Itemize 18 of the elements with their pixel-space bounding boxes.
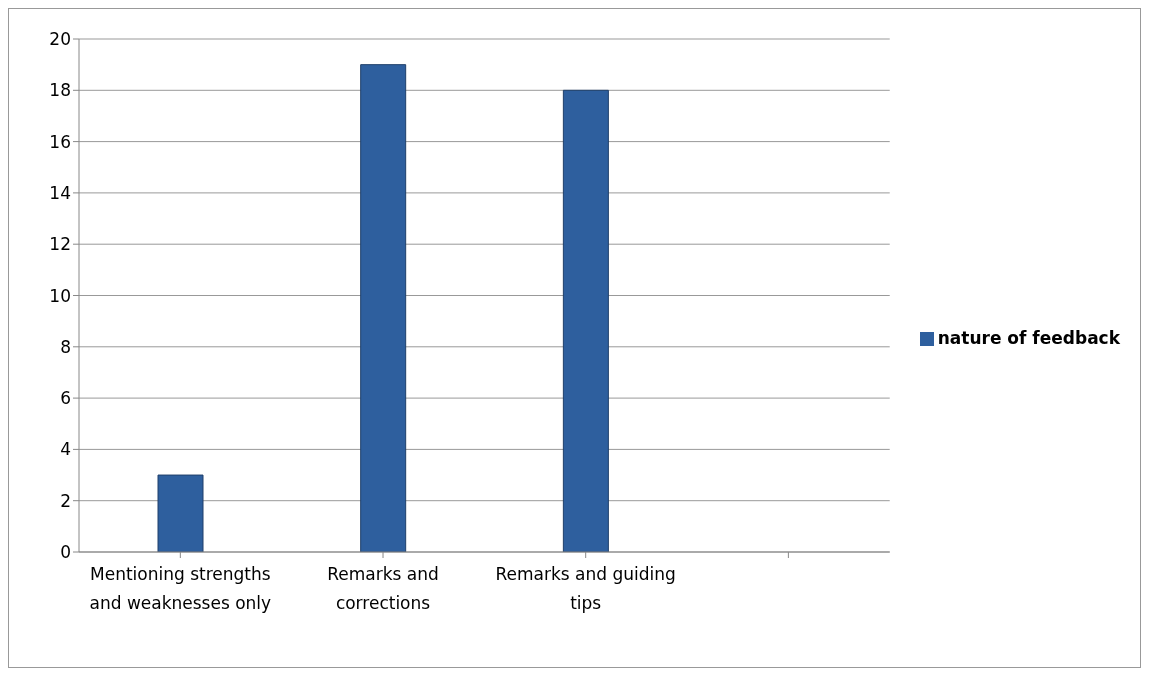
- y-tick-label: 12: [49, 234, 71, 255]
- y-tick-label: 4: [60, 439, 71, 460]
- x-tick-label: Remarks and guiding tips: [495, 564, 676, 613]
- bar: [360, 64, 407, 552]
- bar: [157, 474, 204, 552]
- y-tick-label: 8: [60, 336, 71, 357]
- x-tick-label: Remarks and corrections: [327, 564, 439, 613]
- y-tick-label: 10: [49, 285, 71, 306]
- y-tick-label: 20: [49, 29, 71, 50]
- y-tick-label: 6: [60, 388, 71, 409]
- y-tick-label: 2: [60, 490, 71, 511]
- y-tick-label: 14: [49, 182, 71, 203]
- y-tick-label: 0: [60, 542, 71, 563]
- y-tick-label: 18: [49, 80, 71, 101]
- legend-label: nature of feedback: [937, 328, 1120, 348]
- y-tick-label: 16: [49, 131, 71, 152]
- bar: [562, 89, 609, 552]
- x-tick-label: Mentioning strengths and weaknesses only: [89, 564, 272, 613]
